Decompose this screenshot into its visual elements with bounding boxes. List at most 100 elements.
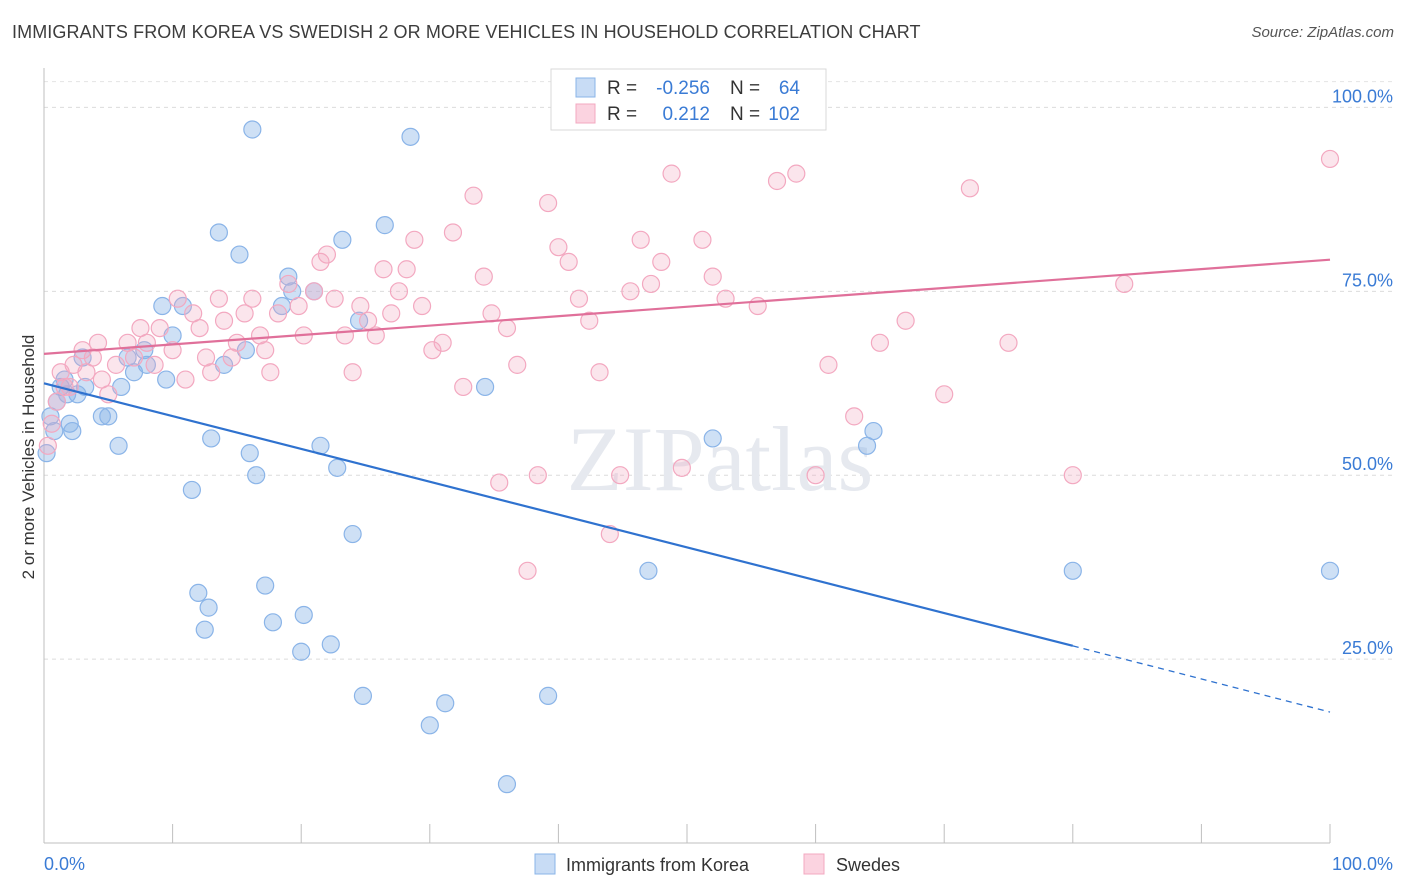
korea-point	[195, 620, 214, 639]
swedes-point	[1063, 466, 1082, 485]
swedes-point	[405, 230, 424, 249]
y-tick-label: 100.0%	[1332, 86, 1393, 106]
korea-point	[333, 230, 352, 249]
stats-r-value-korea: -0.256	[656, 78, 710, 99]
swedes-point	[374, 260, 393, 279]
swedes-point	[1320, 149, 1340, 169]
legend-label-swedes: Swedes	[836, 855, 900, 875]
swedes-point	[243, 289, 262, 308]
swedes-point	[662, 164, 681, 183]
watermark: ZIPatlas	[567, 408, 874, 510]
korea-point	[375, 216, 394, 235]
swedes-point	[539, 193, 558, 213]
stats-swatch-swedes	[575, 103, 596, 124]
korea-point	[76, 377, 95, 397]
axis-layer	[43, 68, 1331, 844]
swedes-point	[528, 466, 547, 485]
swedes-point	[88, 333, 108, 352]
swedes-point	[641, 274, 661, 294]
swedes-point	[454, 377, 473, 397]
swedes-point	[845, 407, 864, 426]
korea-point	[279, 267, 298, 286]
swedes-point	[351, 296, 370, 316]
korea-point	[60, 414, 79, 433]
korea-point	[497, 775, 517, 794]
swedes-point	[317, 245, 337, 264]
swedes-point	[935, 385, 954, 404]
legend-swatch-swedes	[803, 853, 825, 875]
trend-lines	[43, 258, 1331, 713]
x-tick-label-max: 100.0%	[1332, 854, 1393, 874]
swedes-point	[672, 458, 691, 477]
korea-trend-line	[43, 382, 1074, 647]
swedes-point	[397, 260, 416, 279]
swedes-point	[621, 282, 640, 301]
korea-point	[209, 223, 228, 242]
korea-point	[157, 370, 176, 389]
swedes-point	[819, 355, 838, 374]
swedes-point	[163, 341, 182, 360]
stats-n-value-korea: 64	[779, 78, 801, 99]
korea-point	[263, 613, 283, 632]
swedes-point	[1115, 274, 1134, 294]
stats-r-label-korea: R =	[607, 78, 637, 99]
swedes-point	[150, 318, 169, 338]
korea-point	[539, 686, 558, 705]
swedes-point	[176, 370, 195, 389]
korea-point	[182, 480, 201, 500]
korea-point	[420, 716, 439, 735]
series-swedes-points	[38, 98, 1340, 580]
swedes-point	[325, 289, 344, 308]
swedes-point	[382, 304, 401, 323]
swedes-point	[42, 414, 61, 433]
swedes-point	[343, 363, 362, 382]
swedes-point	[703, 267, 722, 286]
swedes-point	[433, 333, 452, 352]
korea-point	[1063, 561, 1082, 580]
swedes-point	[60, 377, 79, 397]
chart-source: Source: ZipAtlas.com	[1251, 24, 1394, 41]
swedes-point	[261, 363, 280, 382]
swedes-point	[806, 466, 825, 485]
stats-n-label-swedes: N =	[730, 104, 760, 125]
korea-point	[199, 598, 218, 617]
korea-point	[294, 605, 313, 625]
swedes-point	[209, 289, 228, 308]
swedes-point	[145, 355, 164, 374]
swedes-point	[569, 289, 589, 308]
korea-point	[292, 642, 311, 661]
chart-title: IMMIGRANTS FROM KOREA VS SWEDISH 2 OR MO…	[12, 22, 921, 42]
korea-point	[189, 583, 208, 603]
korea-point	[321, 635, 340, 654]
swedes-point	[474, 267, 493, 286]
swedes-point	[412, 296, 432, 316]
stats-swatch-korea	[575, 77, 596, 98]
swedes-point	[137, 333, 156, 352]
x-tick-label-min: 0.0%	[44, 854, 85, 874]
swedes-point	[464, 186, 483, 205]
y-tick-label: 50.0%	[1342, 454, 1393, 474]
korea-point	[343, 524, 362, 544]
swedes-point	[767, 171, 787, 191]
swedes-point	[787, 164, 806, 183]
swedes-point	[389, 282, 409, 301]
swedes-point	[423, 341, 442, 360]
swedes-trend-line	[43, 258, 1331, 355]
swedes-point	[559, 252, 578, 271]
swedes-point	[106, 355, 126, 374]
swedes-point	[235, 304, 254, 323]
korea-point	[37, 444, 56, 463]
swedes-point	[590, 363, 609, 382]
swedes-point	[311, 252, 330, 271]
korea-point	[864, 421, 883, 441]
korea-point	[703, 429, 722, 448]
korea-trend-extrapolation	[1072, 645, 1331, 713]
series-legend: Immigrants from Korea Swedes	[534, 853, 900, 875]
korea-point	[353, 686, 373, 705]
korea-point	[247, 466, 266, 485]
swedes-point	[631, 230, 650, 249]
swedes-point	[611, 466, 630, 485]
swedes-point	[870, 333, 890, 352]
stats-legend-box	[550, 68, 827, 131]
